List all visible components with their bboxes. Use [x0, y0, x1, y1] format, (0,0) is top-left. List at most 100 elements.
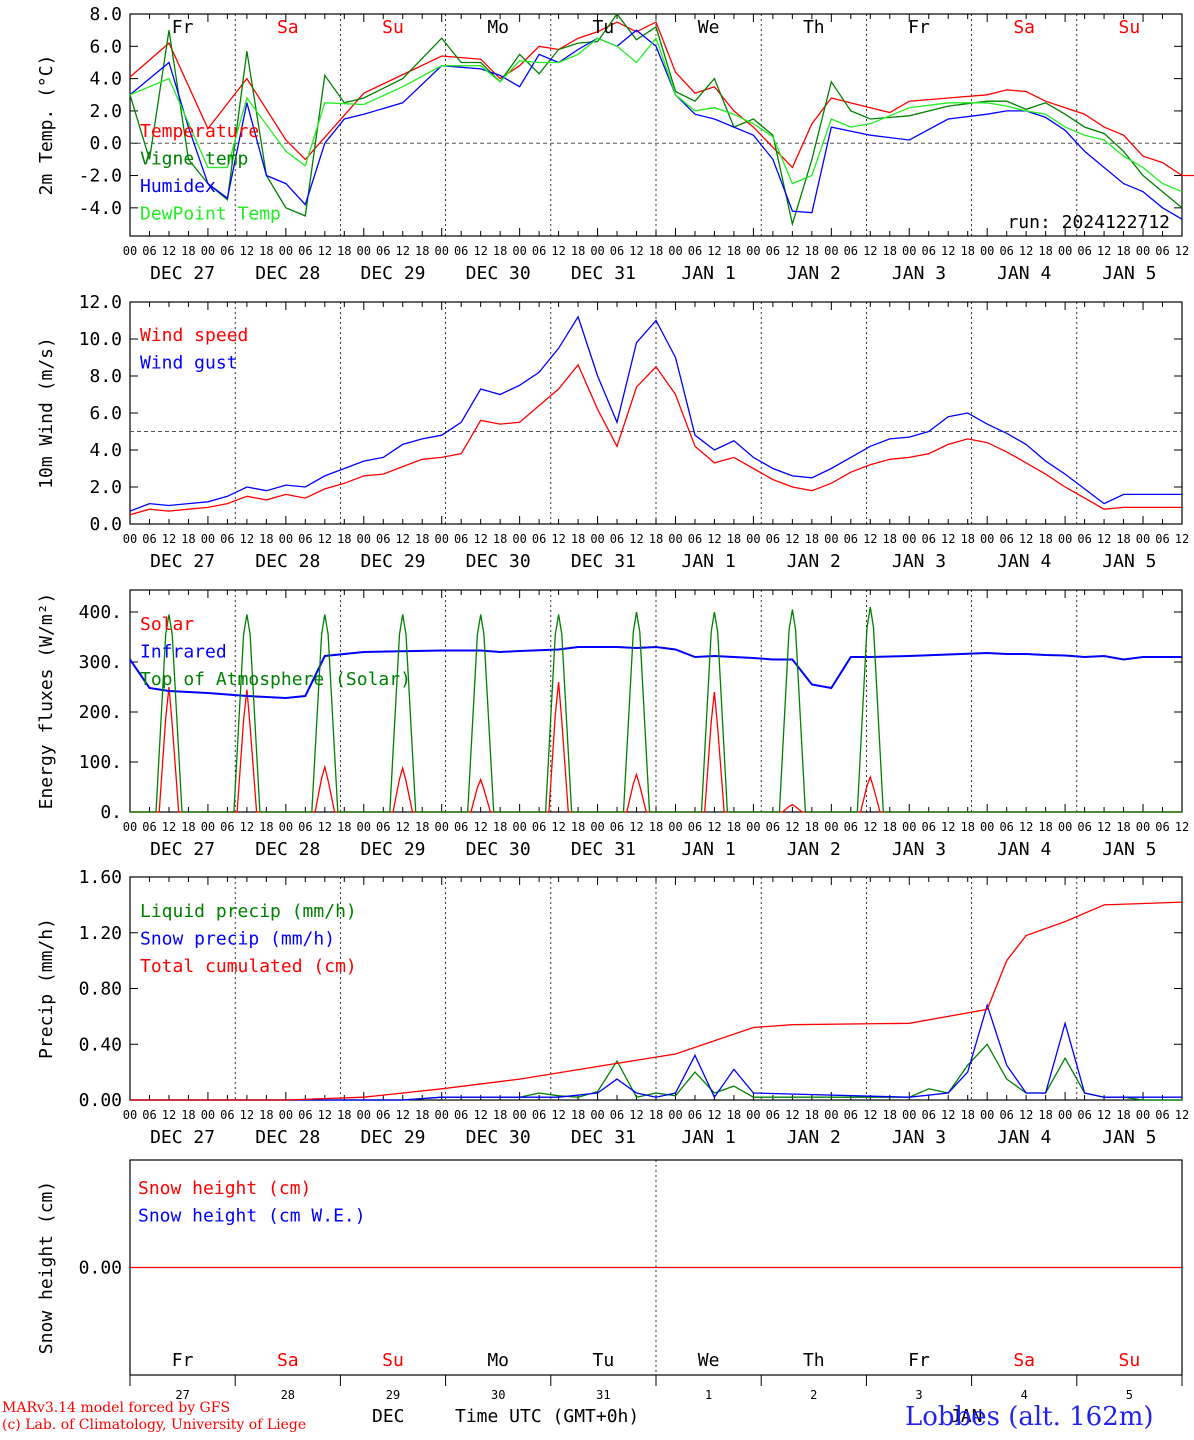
- panel4-hour-label: 00: [1058, 1108, 1072, 1122]
- panel3-hour-label: 12: [863, 820, 877, 834]
- panel2-hour-label: 06: [376, 532, 390, 546]
- panel3-hour-label: 12: [1175, 820, 1189, 834]
- panel1-ytick-label: 4.0: [89, 69, 122, 90]
- panel1-hour-label: 00: [279, 244, 293, 258]
- panel1-hour-label: 06: [844, 244, 858, 258]
- panel4-hour-label: 12: [240, 1108, 254, 1122]
- month-label-dec: DEC: [372, 1406, 405, 1427]
- panel2-hour-label: 00: [902, 532, 916, 546]
- panel2-ytick-label: 8.0: [89, 366, 122, 387]
- panel3-hour-label: 06: [610, 820, 624, 834]
- panel4-series-2-line: [130, 901, 1183, 1101]
- panel3-hour-label: 06: [844, 820, 858, 834]
- panel4-hour-label: 06: [454, 1108, 468, 1122]
- panel2-hour-label: 18: [259, 532, 273, 546]
- panel3-ylabel: Energy fluxes (W/m²): [36, 593, 57, 810]
- panel2-date-label: DEC 31: [571, 551, 636, 572]
- panel3-hour-label: 12: [707, 820, 721, 834]
- panel2-ytick-label: 4.0: [89, 440, 122, 461]
- panel4-date-label: JAN 3: [892, 1127, 946, 1148]
- panel4-hour-label: 18: [883, 1108, 897, 1122]
- panel2-hour-label: 00: [746, 532, 760, 546]
- panel1-ytick-label: -4.0: [79, 198, 122, 219]
- panel2-hour-label: 12: [396, 532, 410, 546]
- panel1-hour-label: 00: [1058, 244, 1072, 258]
- panel2-hour-label: 00: [590, 532, 604, 546]
- panel3-hour-label: 00: [668, 820, 682, 834]
- panel2-ytick-label: 10.0: [79, 329, 122, 350]
- panel3-hour-label: 12: [473, 820, 487, 834]
- panel4-hour-label: 12: [941, 1108, 955, 1122]
- panel1-hour-label: 12: [240, 244, 254, 258]
- panel5-legend-0: Snow height (cm): [138, 1178, 311, 1199]
- panel2-hour-label: 06: [1155, 532, 1169, 546]
- panel3-date-label: JAN 5: [1102, 839, 1156, 860]
- panel1-ytick-label: 0.0: [89, 133, 122, 154]
- day-number-label: 4: [1021, 1388, 1028, 1402]
- panel2-date-label: DEC 28: [255, 551, 320, 572]
- panel3-hour-label: 00: [590, 820, 604, 834]
- panel1-hour-label: 18: [493, 244, 507, 258]
- panel2-hour-label: 18: [883, 532, 897, 546]
- panel1-ytick-label: 6.0: [89, 36, 122, 57]
- panel2-ytick-label: 0.0: [89, 514, 122, 535]
- weekday-bottom-label: Tu: [593, 1350, 615, 1371]
- panel1-date-label: DEC 27: [150, 263, 215, 284]
- panel1-hour-label: 12: [1175, 244, 1189, 258]
- panel2-hour-label: 00: [279, 532, 293, 546]
- panel4-hour-label: 18: [181, 1108, 195, 1122]
- panel2-ytick-label: 6.0: [89, 403, 122, 424]
- panel4-hour-label: 18: [259, 1108, 273, 1122]
- panel3-hour-label: 06: [922, 820, 936, 834]
- panel4-hour-label: 00: [902, 1108, 916, 1122]
- panel3-hour-label: 12: [162, 820, 176, 834]
- panel1-hour-label: 00: [668, 244, 682, 258]
- panel2-hour-label: 18: [571, 532, 585, 546]
- panel4-hour-label: 00: [512, 1108, 526, 1122]
- panel2-hour-label: 12: [707, 532, 721, 546]
- panel3-ytick-label: 0.: [100, 802, 122, 823]
- weekday-bottom-label: We: [698, 1350, 720, 1371]
- day-number-label: 31: [596, 1388, 610, 1402]
- weekday-top-label: Sa: [1013, 17, 1035, 38]
- panel2-hour-label: 18: [1116, 532, 1130, 546]
- panel3-hour-label: 18: [259, 820, 273, 834]
- panel4-hour-label: 00: [1136, 1108, 1150, 1122]
- panel1-hour-label: 18: [805, 244, 819, 258]
- panel1-ytick-label: 2.0: [89, 101, 122, 122]
- panel3-hour-label: 18: [337, 820, 351, 834]
- panel1-date-label: JAN 5: [1102, 263, 1156, 284]
- panel2-hour-label: 12: [1097, 532, 1111, 546]
- panel1-hour-label: 06: [999, 244, 1013, 258]
- panel2-hour-label: 12: [162, 532, 176, 546]
- panel2-hour-label: 18: [337, 532, 351, 546]
- panel4-hour-label: 06: [298, 1108, 312, 1122]
- panel1-legend-2: Humidex: [140, 176, 216, 197]
- panel2-ylabel: 10m Wind (m/s): [36, 337, 57, 489]
- panel1-date-label: DEC 31: [571, 263, 636, 284]
- panel3-hour-label: 06: [766, 820, 780, 834]
- weekday-top-label: Fr: [908, 17, 930, 38]
- panel3-hour-label: 18: [493, 820, 507, 834]
- panel4-hour-label: 12: [785, 1108, 799, 1122]
- panel2-date-label: JAN 1: [682, 551, 736, 572]
- panel3-series-2-line: [130, 606, 1182, 813]
- panel4-hour-label: 00: [980, 1108, 994, 1122]
- panel1-date-label: JAN 1: [682, 263, 736, 284]
- panel4-hour-label: 06: [999, 1108, 1013, 1122]
- panel1-hour-label: 00: [980, 244, 994, 258]
- panel2-hour-label: 12: [785, 532, 799, 546]
- panel2-hour-label: 00: [980, 532, 994, 546]
- panel2-hour-label: 12: [240, 532, 254, 546]
- panel1-series-2-line: [129, 29, 1183, 220]
- day-number-label: 29: [386, 1388, 400, 1402]
- panel1-hour-label: 18: [649, 244, 663, 258]
- panel1-hour-label: 12: [551, 244, 565, 258]
- panel3-date-label: JAN 2: [787, 839, 841, 860]
- panel1-date-label: DEC 29: [360, 263, 425, 284]
- panel2-hour-label: 00: [824, 532, 838, 546]
- panel2-hour-label: 18: [727, 532, 741, 546]
- panel2-hour-label: 00: [668, 532, 682, 546]
- panel4-hour-label: 12: [1019, 1108, 1033, 1122]
